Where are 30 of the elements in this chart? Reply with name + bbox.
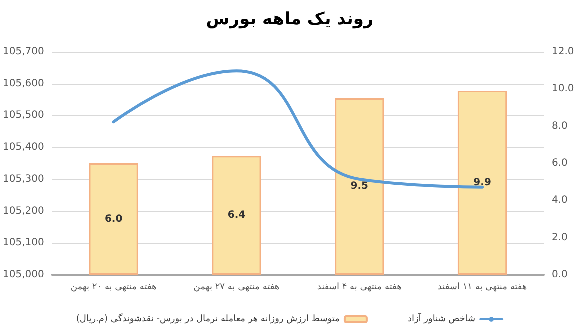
y-tick-label: 105,400	[2, 142, 44, 154]
y2-tick-label: 0.0	[552, 270, 568, 280]
bar	[89, 164, 138, 275]
data-label: 6.0	[104, 214, 123, 225]
y-tick-label: 105,600	[2, 78, 44, 90]
bar	[212, 156, 262, 275]
y2-tick-label: 4.0	[552, 195, 568, 206]
y-tick-label: 105,200	[2, 206, 44, 217]
legend-label: متوسط ارزش روزانه هر معامله نرمال در بورس- نقدشوندگی (م.ریال)	[76, 312, 340, 324]
x-tick-label: هفته منتهی به ۲۰ بهمن	[70, 282, 158, 292]
x-tick-label: هفته منتهی به ۲۷ بهمن	[194, 282, 280, 292]
data-label: 9.5	[350, 181, 369, 192]
chart-title: روند یک ماهه بورس	[206, 10, 374, 30]
bar	[458, 91, 508, 275]
x-tick-label: هفته منتهی به ۴ اسفند	[317, 282, 402, 292]
y-tick-label: 105,700	[2, 46, 44, 58]
y2-tick-label: 8.0	[552, 120, 568, 132]
y-tick-label: 105,100	[2, 238, 44, 249]
data-label: 9.9	[474, 178, 492, 189]
data-label: 6.4	[228, 210, 246, 222]
x-tick-label: هفته منتهی به ۱۱ اسفند	[438, 282, 528, 292]
y2-tick-label: 6.0	[552, 158, 568, 169]
y-tick-label: 105,000	[2, 270, 44, 280]
y-tick-label: 105,300	[2, 174, 44, 185]
y-tick-label: 105,500	[2, 110, 44, 122]
y2-tick-label: 2.0	[552, 232, 568, 244]
y2-tick-label: 10.0	[552, 84, 574, 95]
legend-label: شاخص شناور آزاد	[408, 312, 476, 324]
bar	[335, 98, 384, 275]
y2-tick-label: 12.0	[552, 46, 574, 58]
